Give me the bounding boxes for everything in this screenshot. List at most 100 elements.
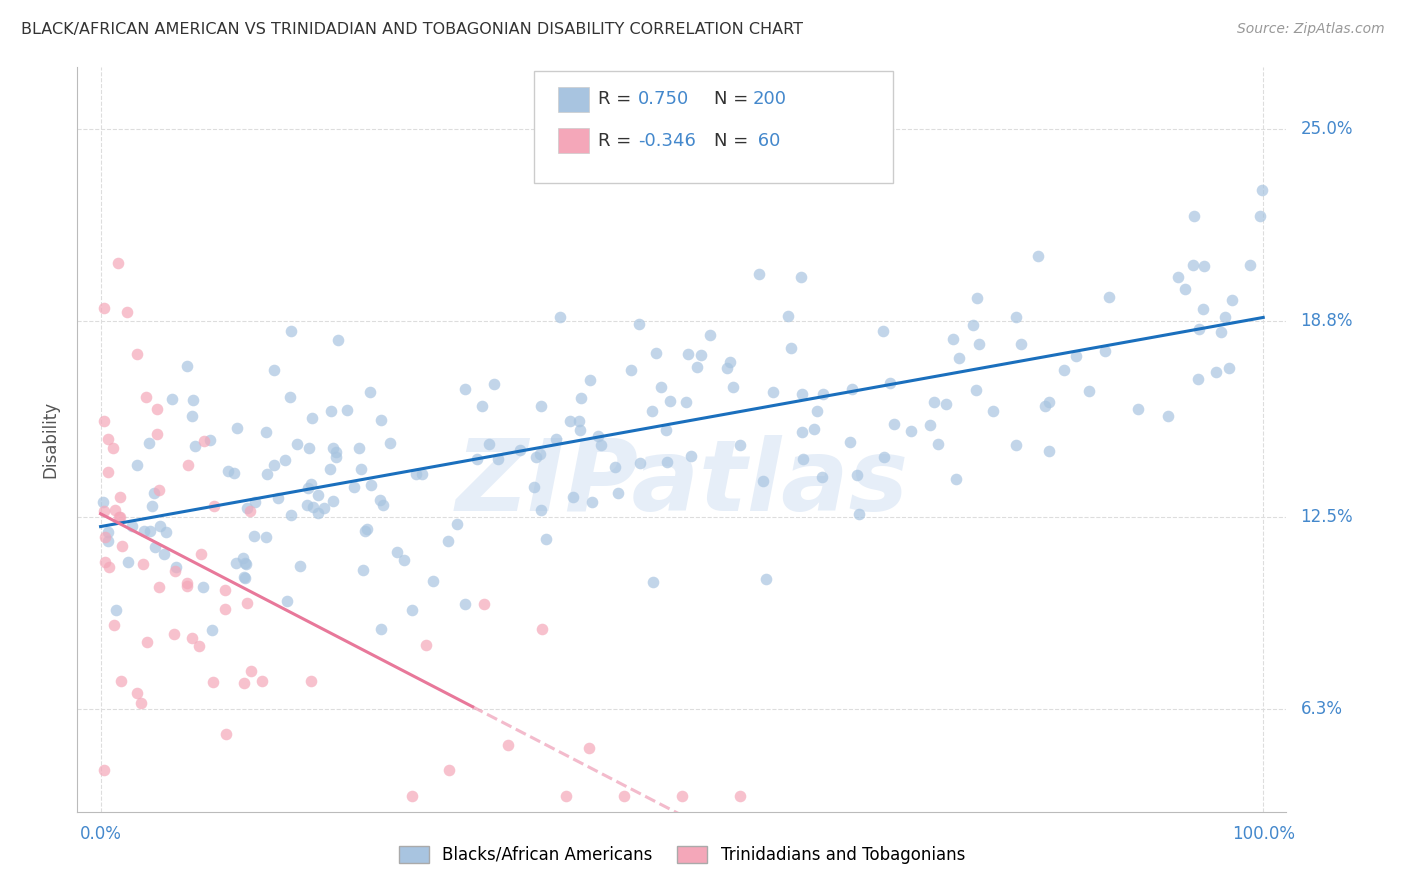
Point [627,318,650,332]
Point [240,664,263,678]
Point [496,738,519,752]
Point [478,437,501,451]
Point [453,382,475,396]
Point [188,639,211,653]
Text: 12.5%: 12.5% [1301,508,1353,526]
Point [586,429,609,443]
Point [981,404,1004,418]
Point [966,291,988,305]
Point [1005,310,1028,324]
Point [387,544,409,558]
Point [620,363,643,377]
Point [298,441,321,455]
Point [307,488,329,502]
Legend: Blacks/African Americans, Trinidadians and Tobagonians: Blacks/African Americans, Trinidadians a… [392,838,972,871]
Point [439,763,461,777]
Point [942,332,965,346]
Point [969,337,991,351]
Point [536,533,558,547]
Point [1005,437,1028,451]
Point [920,418,942,433]
Point [1218,361,1240,376]
Point [254,425,277,439]
Point [879,376,901,390]
Point [101,441,124,455]
Point [97,534,120,549]
Point [1167,270,1189,285]
Point [873,450,896,465]
Point [1098,290,1121,304]
Point [1188,322,1211,336]
Point [806,404,828,418]
Point [1094,343,1116,358]
Point [373,498,395,512]
Point [184,439,207,453]
Point [319,403,342,417]
Point [103,617,125,632]
Point [792,451,814,466]
Point [1192,259,1215,273]
Point [790,270,813,285]
Point [686,359,709,374]
Point [529,447,551,461]
Point [755,572,778,586]
Point [214,583,236,598]
Point [628,456,651,470]
Point [359,384,381,399]
Point [356,522,378,536]
Point [243,495,266,509]
Point [962,318,984,332]
Point [530,399,553,413]
Point [236,500,259,515]
Point [368,492,391,507]
Point [290,558,312,573]
Point [263,458,285,473]
Point [482,377,505,392]
Point [948,351,970,366]
Point [1213,310,1236,325]
Point [546,432,568,446]
Point [242,529,264,543]
Point [657,455,679,469]
Text: 25.0%: 25.0% [1301,120,1353,138]
Point [568,414,591,428]
Point [792,425,814,439]
Point [569,423,592,437]
Point [676,347,699,361]
Text: BLACK/AFRICAN AMERICAN VS TRINIDADIAN AND TOBAGONIAN DISABILITY CORRELATION CHAR: BLACK/AFRICAN AMERICAN VS TRINIDADIAN AN… [21,22,803,37]
Point [471,399,494,413]
Point [93,301,115,316]
Point [254,531,277,545]
Text: 18.8%: 18.8% [1301,312,1353,330]
Point [235,557,257,571]
Point [562,491,585,505]
Text: Source: ZipAtlas.com: Source: ZipAtlas.com [1237,22,1385,37]
Point [841,382,863,396]
Point [1209,325,1232,339]
Point [93,414,115,428]
Point [578,373,600,387]
Point [659,393,682,408]
Point [97,524,120,539]
Point [1033,400,1056,414]
Point [274,453,297,467]
Point [165,560,187,574]
Point [1187,372,1209,386]
Point [401,603,423,617]
Point [190,547,212,561]
Point [641,574,664,589]
Point [641,404,664,418]
Point [250,674,273,689]
Point [117,555,139,569]
Point [589,438,612,452]
Point [191,580,214,594]
Point [181,409,204,424]
Point [1174,282,1197,296]
Point [280,508,302,523]
Point [233,571,256,585]
Point [524,450,547,464]
Point [935,397,957,411]
Point [110,673,132,688]
Point [267,491,290,505]
Point [1010,337,1032,351]
